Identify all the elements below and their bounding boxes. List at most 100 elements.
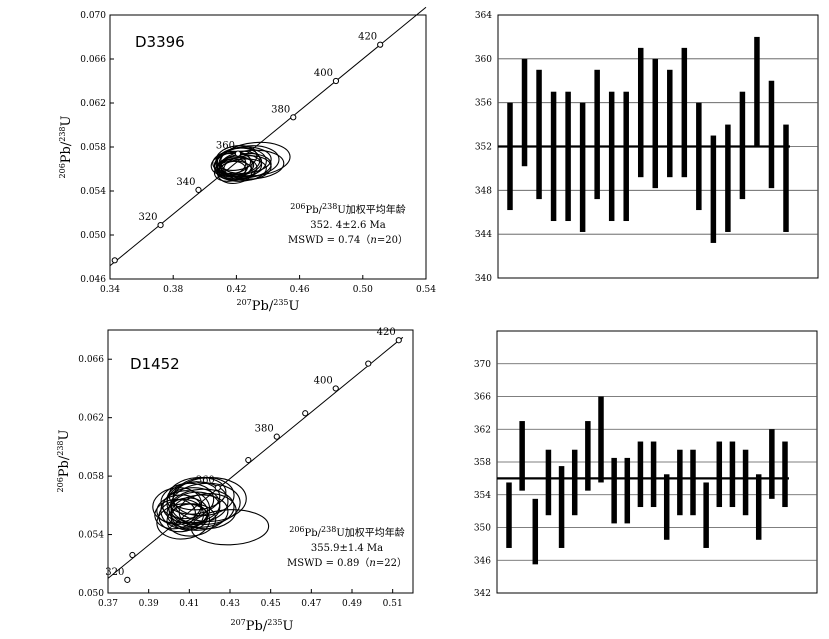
y-tick-label: 0.054 [78, 531, 104, 541]
x-tick-label: 0.42 [226, 285, 246, 295]
error-ellipse [154, 498, 196, 530]
mswd-label: MSWD = 0.74（n=20） [288, 234, 408, 246]
sample-label: D1452 [130, 355, 180, 373]
error-ellipse [170, 491, 221, 525]
x-tick-label: 0.43 [220, 599, 240, 609]
concordia-age-marker [111, 257, 118, 264]
error-bar [507, 102, 513, 211]
x-tick-label: 0.37 [98, 599, 118, 609]
error-bar [623, 91, 629, 222]
y-tick-label: 342 [474, 589, 491, 599]
error-bar [532, 498, 539, 565]
error-ellipse [156, 503, 211, 540]
x-tick-label: 0.46 [290, 285, 310, 295]
x-tick-label: 0.39 [139, 599, 159, 609]
error-bar [506, 482, 512, 548]
weighted-mean-panel-d3396: 340 344 348 352 356 360 364 [475, 11, 819, 284]
concordia-age-label: 380 [271, 104, 290, 115]
ellipse-layer [210, 141, 291, 184]
concordia-age-marker [273, 433, 280, 440]
error-ellipse [215, 156, 255, 178]
mswd-label: MSWD = 0.89（n=22） [287, 557, 407, 569]
error-bar [608, 91, 615, 222]
error-bar [519, 421, 525, 491]
error-bar [768, 80, 775, 189]
bar-layer [506, 396, 788, 565]
error-bar [667, 69, 673, 178]
error-bar [611, 457, 617, 524]
error-bar [681, 47, 688, 178]
error-bar [521, 58, 528, 167]
bar-layer [507, 36, 789, 243]
weighted-mean-panel-d1452: 342 346 350 354 358 362 366 370 [474, 330, 818, 599]
x-tick-label: 0.47 [301, 599, 321, 609]
tick-layer: 340 344 348 352 356 360 364 [475, 11, 492, 284]
y-tick-label: 0.070 [80, 11, 106, 21]
plot-frame [107, 329, 414, 594]
y-axis-label: 206Pb/238U [56, 429, 72, 492]
y-tick-label: 0.050 [80, 231, 106, 241]
concordia-age-marker [214, 484, 221, 491]
error-ellipse [218, 158, 267, 182]
concordia-age-label: 400 [314, 375, 333, 386]
error-bar [571, 449, 578, 516]
concordia-age-marker [129, 551, 136, 559]
error-ellipse [223, 155, 272, 181]
y-tick-label: 354 [474, 491, 491, 501]
error-bar [579, 102, 586, 232]
x-tick-label: 0.49 [342, 599, 362, 609]
error-bar [690, 449, 696, 516]
x-tick-label: 0.51 [383, 599, 403, 609]
concordia-age-label: 320 [138, 212, 157, 223]
weighted-mean-title: 206Pb/238U加权平均年龄 [290, 202, 406, 216]
error-bar [710, 135, 717, 243]
y-tick-label: 350 [474, 524, 491, 534]
error-bar [716, 441, 723, 508]
error-bar [637, 47, 644, 178]
y-tick-label: 0.046 [80, 275, 106, 285]
y-tick-label: 348 [475, 186, 492, 196]
error-bar [742, 449, 749, 516]
concordia-age-label: 400 [314, 68, 333, 79]
error-bar [782, 441, 788, 508]
x-tick-label: 0.38 [163, 285, 183, 295]
concordia-age-marker [195, 186, 202, 193]
tick-layer: 0.34 0.38 0.42 0.46 0.50 0.54 0.046 0.050 0.054 0… [80, 11, 436, 295]
error-bar [637, 441, 644, 508]
concordia-panel-d3396: 0.34 0.38 0.42 0.46 0.50 0.54 0.046 0.050 0.054 0… [58, 6, 436, 314]
error-bar [677, 449, 683, 516]
x-axis-label: 207Pb/235U [231, 618, 294, 634]
concordia-age-marker [245, 456, 252, 464]
error-ellipse [220, 141, 291, 177]
x-tick-label: 0.45 [261, 599, 281, 609]
y-tick-label: 0.062 [80, 99, 106, 109]
error-bar [769, 429, 775, 499]
error-bar [755, 474, 762, 540]
concordia-curve [109, 6, 427, 267]
concordia-age-marker [395, 337, 402, 344]
error-ellipse [190, 509, 270, 546]
error-ellipse [170, 482, 241, 525]
concordia-curve [107, 336, 404, 579]
error-bar [663, 474, 670, 540]
concordia-age-marker [302, 410, 309, 417]
concordia-age-label: 420 [358, 32, 377, 43]
y-tick-label: 362 [474, 425, 491, 435]
y-axis-label: 206Pb/238U [58, 115, 74, 178]
weighted-mean-age: 355.9±1.4 Ma [311, 543, 383, 554]
tick-layer: 0.37 0.39 0.41 0.43 0.45 0.47 0.49 0.51 0.050 0.0… [78, 355, 402, 609]
concordia-panel-d1452: 0.37 0.39 0.41 0.43 0.45 0.47 0.49 0.51 0.050 0.0… [56, 327, 414, 634]
concordia-age-marker [124, 576, 131, 583]
y-tick-label: 358 [474, 458, 491, 468]
error-bar [558, 466, 565, 548]
concordia-age-marker [332, 77, 340, 85]
x-tick-label: 0.54 [416, 285, 436, 295]
error-bar [696, 102, 702, 211]
error-bar [550, 91, 557, 222]
error-bar [598, 396, 604, 483]
concordia-age-label: 420 [377, 327, 396, 338]
error-bar [594, 69, 600, 200]
y-tick-label: 344 [475, 230, 492, 240]
y-tick-label: 0.050 [78, 589, 104, 599]
